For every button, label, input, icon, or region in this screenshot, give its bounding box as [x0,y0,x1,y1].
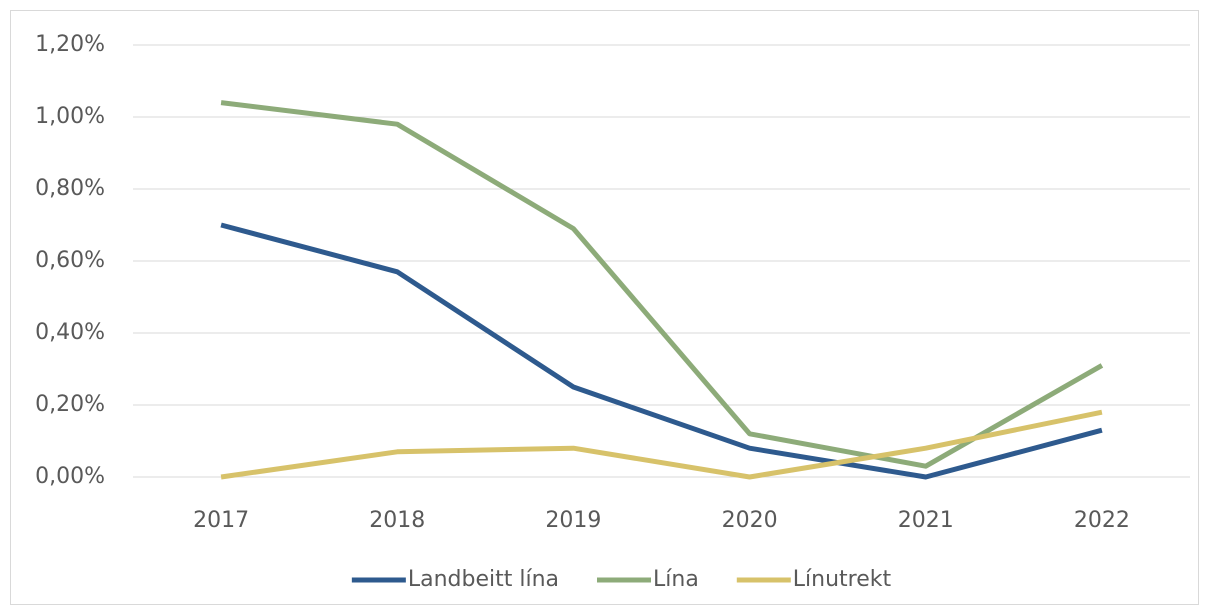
x-tick-label: 2020 [722,508,778,533]
series-line [220,222,1103,480]
y-tick-label: 1,00% [35,104,105,129]
x-tick-label: 2022 [1074,508,1130,533]
legend-label: Landbeitt lína [408,567,559,592]
x-tick-label: 2018 [369,508,425,533]
legend-label: Lína [653,567,699,592]
x-tick-label: 2021 [898,508,954,533]
legend-label: Línutrekt [793,567,892,592]
x-tick-label: 2017 [193,508,249,533]
y-tick-label: 0,80% [35,176,105,201]
y-tick-label: 0,40% [35,320,105,345]
y-tick-label: 0,20% [35,392,105,417]
y-tick-label: 1,20% [35,32,105,57]
chart-frame [10,10,1199,605]
x-tick-label: 2019 [545,508,601,533]
y-tick-label: 0,60% [35,248,105,273]
series-line [220,409,1103,480]
y-tick-label: 0,00% [35,464,105,489]
series-line [220,100,1104,469]
